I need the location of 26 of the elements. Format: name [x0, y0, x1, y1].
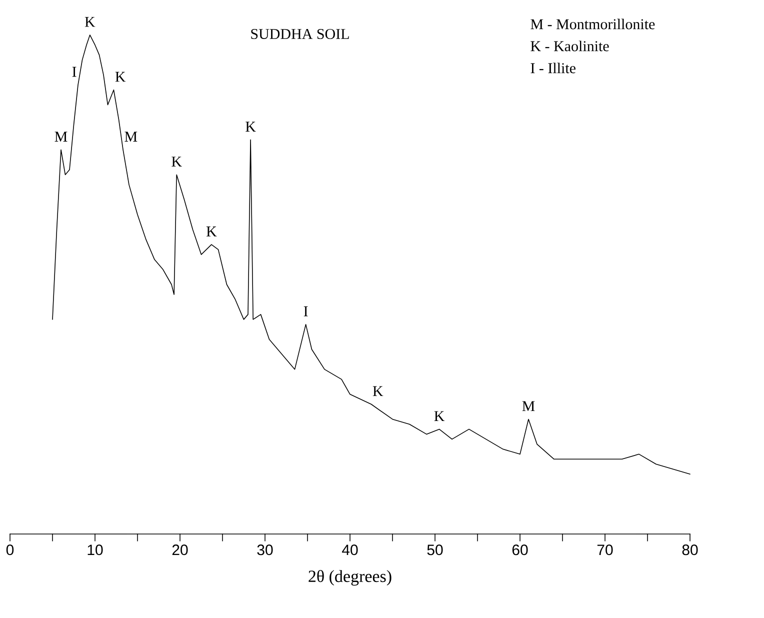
x-tick-label: 60 — [512, 544, 528, 556]
x-tick-label: 40 — [342, 544, 358, 556]
text: M - Montmorillonite — [530, 18, 655, 30]
annotation: I - Illite — [530, 62, 576, 74]
x-tick-label: 70 — [597, 544, 613, 556]
annotation: K — [172, 156, 182, 167]
annotation: M — [124, 132, 138, 142]
annotation: I — [72, 66, 76, 77]
annotation: I — [304, 306, 308, 316]
annotation: K - Kaolinite — [530, 40, 609, 52]
x-tick-label: 50 — [427, 544, 443, 556]
annotation: K — [434, 411, 445, 422]
annotation: M — [54, 132, 68, 142]
x-axis-title: 2θ (degrees) — [308, 570, 392, 586]
x-tick-label: 10 — [88, 544, 103, 556]
x-tick-label: 80 — [682, 544, 698, 556]
annotation: M — [522, 401, 535, 412]
annotation: K — [372, 386, 384, 396]
annotation: K — [115, 72, 126, 82]
annotation: K — [206, 226, 217, 236]
x-tick-label: 20 — [172, 544, 188, 556]
x-tick-label: 0 — [6, 544, 14, 556]
annotation: K — [84, 16, 96, 27]
chart-title: SUDDHA SOIL — [251, 28, 349, 40]
annotation: K — [246, 122, 256, 132]
x-tick-label: 30 — [257, 544, 273, 556]
